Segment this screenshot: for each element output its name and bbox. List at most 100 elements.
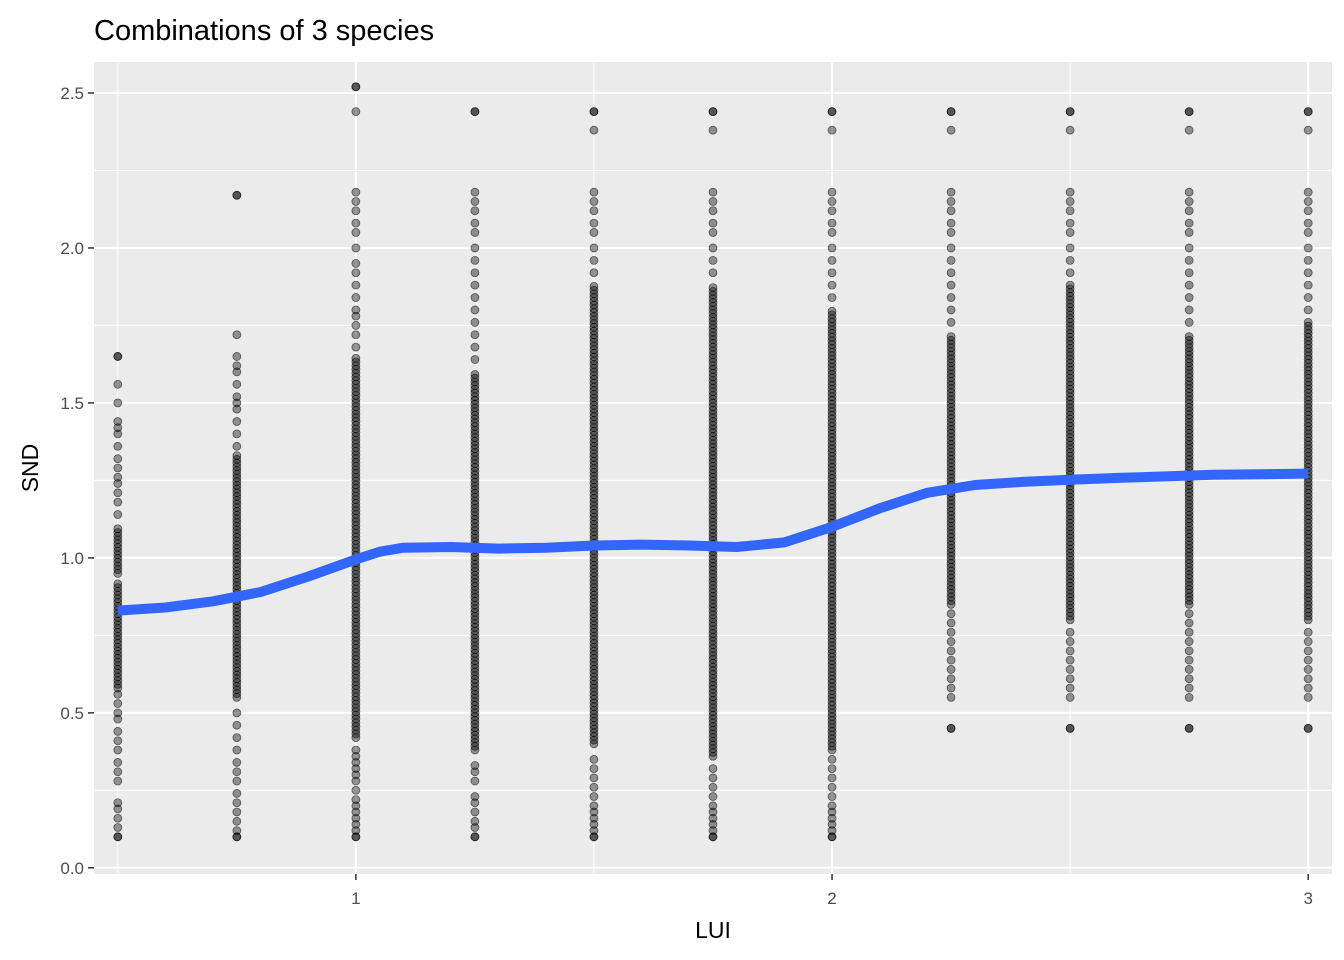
data-point: [113, 497, 123, 507]
data-point: [946, 674, 956, 684]
data-point: [946, 646, 956, 656]
data-point: [113, 798, 123, 808]
data-point: [1184, 228, 1194, 237]
data-point: [708, 206, 718, 216]
data-point: [1065, 655, 1075, 665]
data-point: [589, 125, 599, 135]
data-point: [232, 361, 242, 371]
data-point: [589, 243, 599, 253]
data-point: [351, 293, 361, 302]
data-point: [1184, 609, 1194, 619]
data-point: [827, 218, 837, 228]
data-point: [589, 813, 599, 823]
data-point: [827, 306, 837, 316]
data-point: [113, 832, 123, 842]
data-point: [470, 767, 480, 777]
data-point: [232, 352, 242, 361]
data-point: [946, 609, 956, 619]
data-point: [470, 268, 480, 278]
data-point: [470, 330, 480, 340]
data-point: [470, 317, 480, 327]
data-point: [113, 745, 123, 755]
data-point: [827, 792, 837, 801]
data-point: [708, 243, 718, 253]
data-point: [708, 107, 718, 116]
data-point: [1184, 723, 1194, 733]
data-point: [232, 826, 242, 836]
data-point: [232, 190, 242, 200]
data-point: [232, 758, 242, 767]
data-point: [113, 813, 123, 823]
data-point: [113, 727, 123, 736]
data-point: [470, 792, 480, 801]
data-point: [708, 832, 718, 842]
data-point: [351, 807, 361, 817]
data-point: [351, 243, 361, 253]
data-point: [708, 764, 718, 774]
data-point: [351, 353, 361, 363]
data-point: [946, 723, 956, 733]
data-point: [589, 255, 599, 265]
data-point: [1065, 228, 1075, 237]
data-point: [1184, 206, 1194, 216]
data-point: [351, 305, 361, 315]
data-point: [470, 293, 480, 302]
data-point: [589, 807, 599, 817]
data-point: [1184, 637, 1194, 646]
data-point: [1303, 187, 1313, 197]
data-point: [589, 228, 599, 237]
data-point: [1065, 268, 1075, 278]
data-point: [589, 107, 599, 116]
data-point: [708, 807, 718, 817]
data-point: [827, 782, 837, 792]
data-point: [946, 655, 956, 665]
data-point: [232, 789, 242, 798]
data-point: [351, 206, 361, 216]
data-point: [470, 197, 480, 206]
y-tick-label: 1.5: [60, 394, 84, 413]
data-point: [470, 816, 480, 826]
data-point: [470, 255, 480, 265]
data-point: [232, 807, 242, 817]
data-point: [113, 454, 123, 464]
data-point: [351, 342, 361, 352]
x-axis-title: LUI: [695, 917, 731, 943]
data-point: [1184, 280, 1194, 290]
data-point: [113, 767, 123, 777]
data-point: [946, 293, 956, 302]
data-point: [827, 197, 837, 206]
data-point: [1303, 243, 1313, 253]
data-point: [1184, 618, 1194, 628]
data-point: [946, 206, 956, 216]
data-point: [827, 801, 837, 811]
data-point: [470, 776, 480, 786]
data-point: [589, 187, 599, 197]
data-point: [827, 280, 837, 290]
data-point: [1303, 627, 1313, 637]
data-point: [1184, 293, 1194, 302]
data-point: [708, 197, 718, 206]
data-point: [589, 801, 599, 811]
data-point: [470, 243, 480, 253]
data-point: [470, 342, 480, 352]
data-point: [1303, 655, 1313, 665]
data-point: [708, 820, 718, 829]
data-point: [708, 782, 718, 792]
data-point: [351, 228, 361, 237]
data-point: [589, 773, 599, 783]
data-point: [1303, 723, 1313, 733]
data-point: [1065, 280, 1075, 290]
data-point: [470, 206, 480, 216]
data-point: [470, 107, 480, 116]
data-point: [232, 398, 242, 408]
data-point: [1303, 317, 1313, 327]
data-point: [1065, 107, 1075, 116]
data-point: [232, 404, 242, 414]
data-point: [946, 107, 956, 116]
data-point: [351, 801, 361, 811]
data-point: [827, 255, 837, 265]
data-point: [708, 125, 718, 135]
y-axis: 0.0 0.5 1.0 1.5 2.0 2.5: [60, 84, 94, 878]
data-point: [113, 524, 123, 534]
